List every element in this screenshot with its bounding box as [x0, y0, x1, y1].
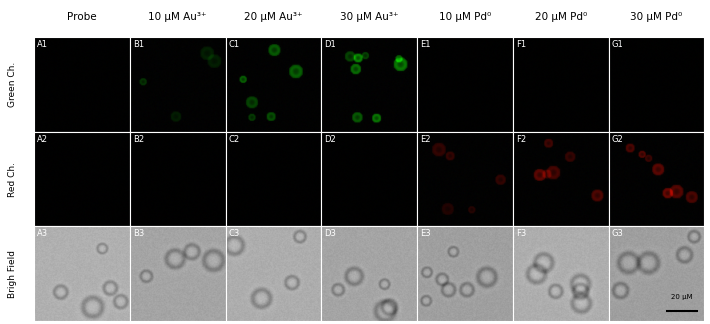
Text: F2: F2 — [515, 134, 526, 144]
Text: Red Ch.: Red Ch. — [9, 161, 18, 197]
Text: 20 μM Pd⁰: 20 μM Pd⁰ — [535, 12, 587, 22]
Text: 20 μM Au³⁺: 20 μM Au³⁺ — [244, 12, 302, 22]
Text: E3: E3 — [420, 229, 430, 238]
Text: 10 μM Pd⁰: 10 μM Pd⁰ — [439, 12, 491, 22]
Text: 10 μM Au³⁺: 10 μM Au³⁺ — [148, 12, 207, 22]
Text: 20 μM: 20 μM — [671, 294, 693, 300]
Text: G2: G2 — [611, 134, 623, 144]
Text: B2: B2 — [133, 134, 144, 144]
Text: C1: C1 — [229, 40, 239, 49]
Text: F1: F1 — [515, 40, 526, 49]
Text: B3: B3 — [133, 229, 144, 238]
Text: C2: C2 — [229, 134, 239, 144]
Text: 30 μM Au³⁺: 30 μM Au³⁺ — [340, 12, 398, 22]
Text: D1: D1 — [324, 40, 336, 49]
Text: D3: D3 — [324, 229, 336, 238]
Text: A3: A3 — [37, 229, 48, 238]
Text: G1: G1 — [611, 40, 623, 49]
Text: Green Ch.: Green Ch. — [9, 62, 18, 107]
Text: Brigh Field: Brigh Field — [9, 249, 18, 297]
Text: B1: B1 — [133, 40, 144, 49]
Text: 30 μM Pd⁰: 30 μM Pd⁰ — [630, 12, 682, 22]
Text: A2: A2 — [37, 134, 48, 144]
Text: E2: E2 — [420, 134, 430, 144]
Text: D2: D2 — [324, 134, 336, 144]
Text: E1: E1 — [420, 40, 430, 49]
Text: F3: F3 — [515, 229, 526, 238]
Text: C3: C3 — [229, 229, 240, 238]
Text: Probe: Probe — [67, 12, 97, 22]
Text: G3: G3 — [611, 229, 623, 238]
Text: A1: A1 — [37, 40, 48, 49]
